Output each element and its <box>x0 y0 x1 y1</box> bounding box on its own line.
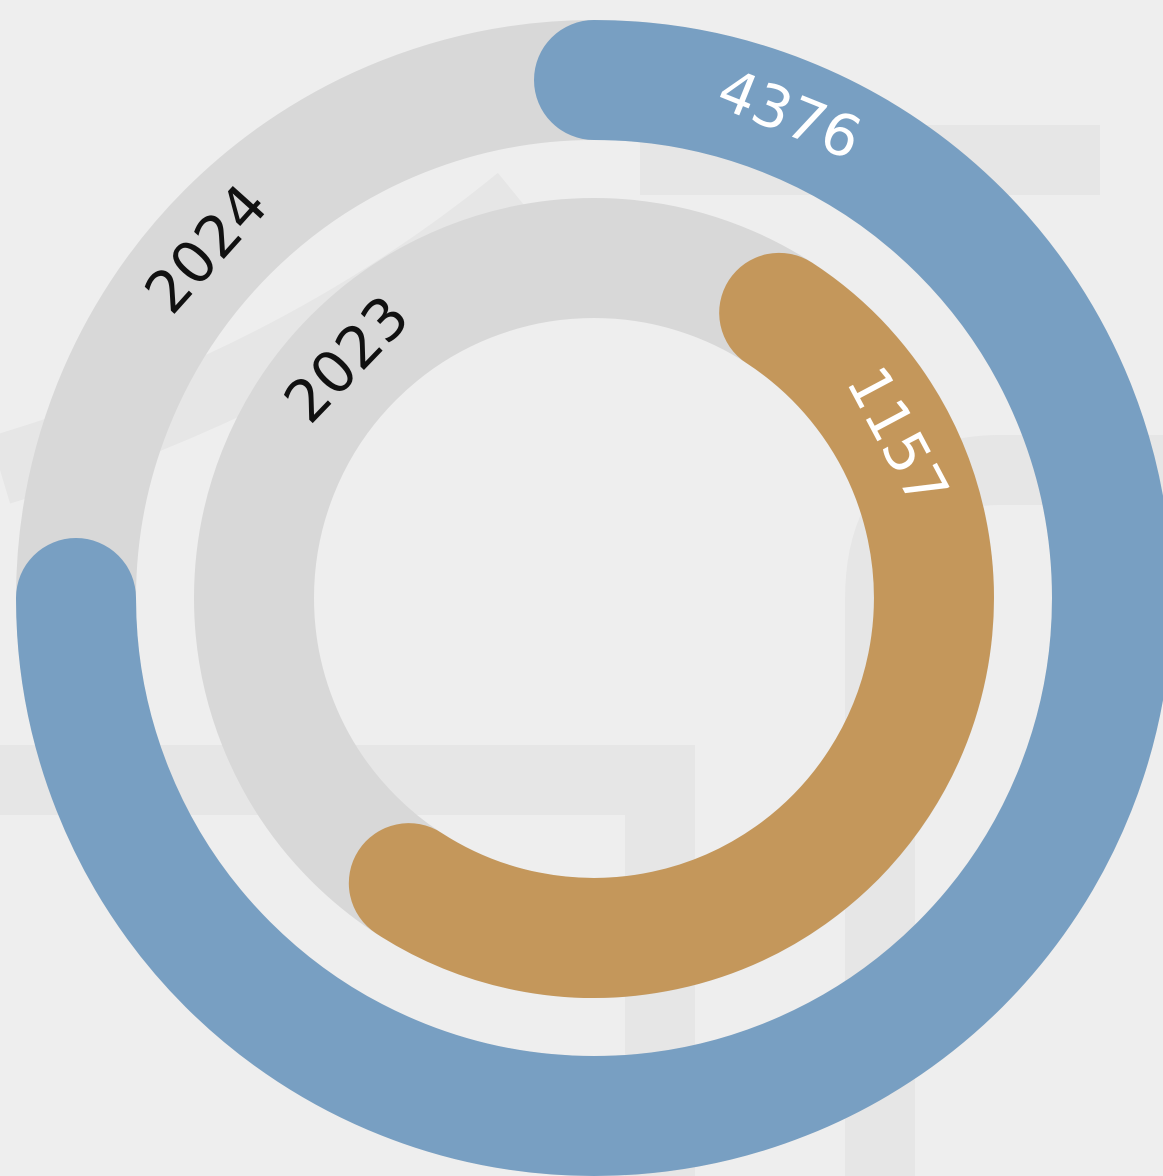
decor-stroke <box>0 745 695 1176</box>
ring-bar <box>348 252 994 998</box>
ring-bar <box>16 20 1163 1176</box>
